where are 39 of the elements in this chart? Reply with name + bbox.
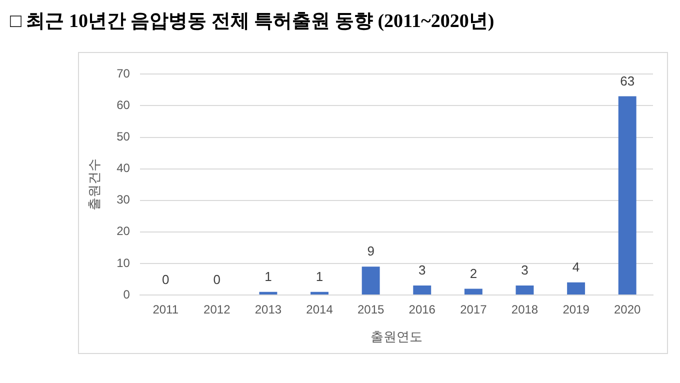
- y-tick-label: 60: [116, 98, 130, 112]
- data-label: 1: [264, 268, 272, 284]
- y-tick-label: 50: [116, 130, 130, 144]
- bar: [618, 96, 636, 294]
- x-tick-label: 2015: [357, 302, 384, 317]
- data-label: 2: [470, 266, 478, 281]
- bar: [362, 266, 380, 294]
- bar: [413, 286, 432, 294]
- data-label: 63: [620, 73, 635, 88]
- data-label: 9: [367, 244, 374, 259]
- data-label: 3: [521, 262, 528, 278]
- data-label: 0: [213, 272, 221, 288]
- y-tick-label: 40: [116, 161, 130, 176]
- y-tick-label: 70: [116, 66, 130, 81]
- x-tick-label: 2020: [614, 302, 642, 317]
- data-label: 3: [418, 262, 426, 278]
- data-label: 4: [572, 259, 580, 274]
- data-label: 0: [162, 272, 170, 288]
- y-tick-label: 10: [116, 256, 130, 270]
- x-tick-label: 2017: [460, 302, 488, 317]
- x-tick-label: 2016: [408, 302, 436, 317]
- y-axis-title: 출원건수: [86, 158, 102, 211]
- bar: [516, 286, 534, 294]
- data-label: 1: [316, 268, 324, 284]
- bar: [464, 288, 482, 294]
- x-tick-label: 2013: [254, 302, 282, 317]
- x-tick-label: 2019: [562, 302, 590, 317]
- bar: [567, 282, 586, 294]
- bar: [310, 292, 328, 294]
- x-tick-label: 2014: [306, 302, 334, 317]
- bar: [259, 292, 278, 294]
- y-tick-label: 20: [116, 224, 130, 238]
- x-tick-label: 2012: [204, 302, 231, 317]
- chart-title: □ 최근 10년간 음압병동 전체 특허출원 동향 (2011~2020년): [10, 10, 496, 34]
- y-tick-label: 0: [123, 287, 130, 302]
- x-axis-title: 출원연도: [370, 328, 422, 344]
- y-tick-label: 30: [116, 192, 130, 207]
- x-tick-label: 2011: [152, 302, 179, 317]
- x-tick-label: 2018: [511, 302, 538, 317]
